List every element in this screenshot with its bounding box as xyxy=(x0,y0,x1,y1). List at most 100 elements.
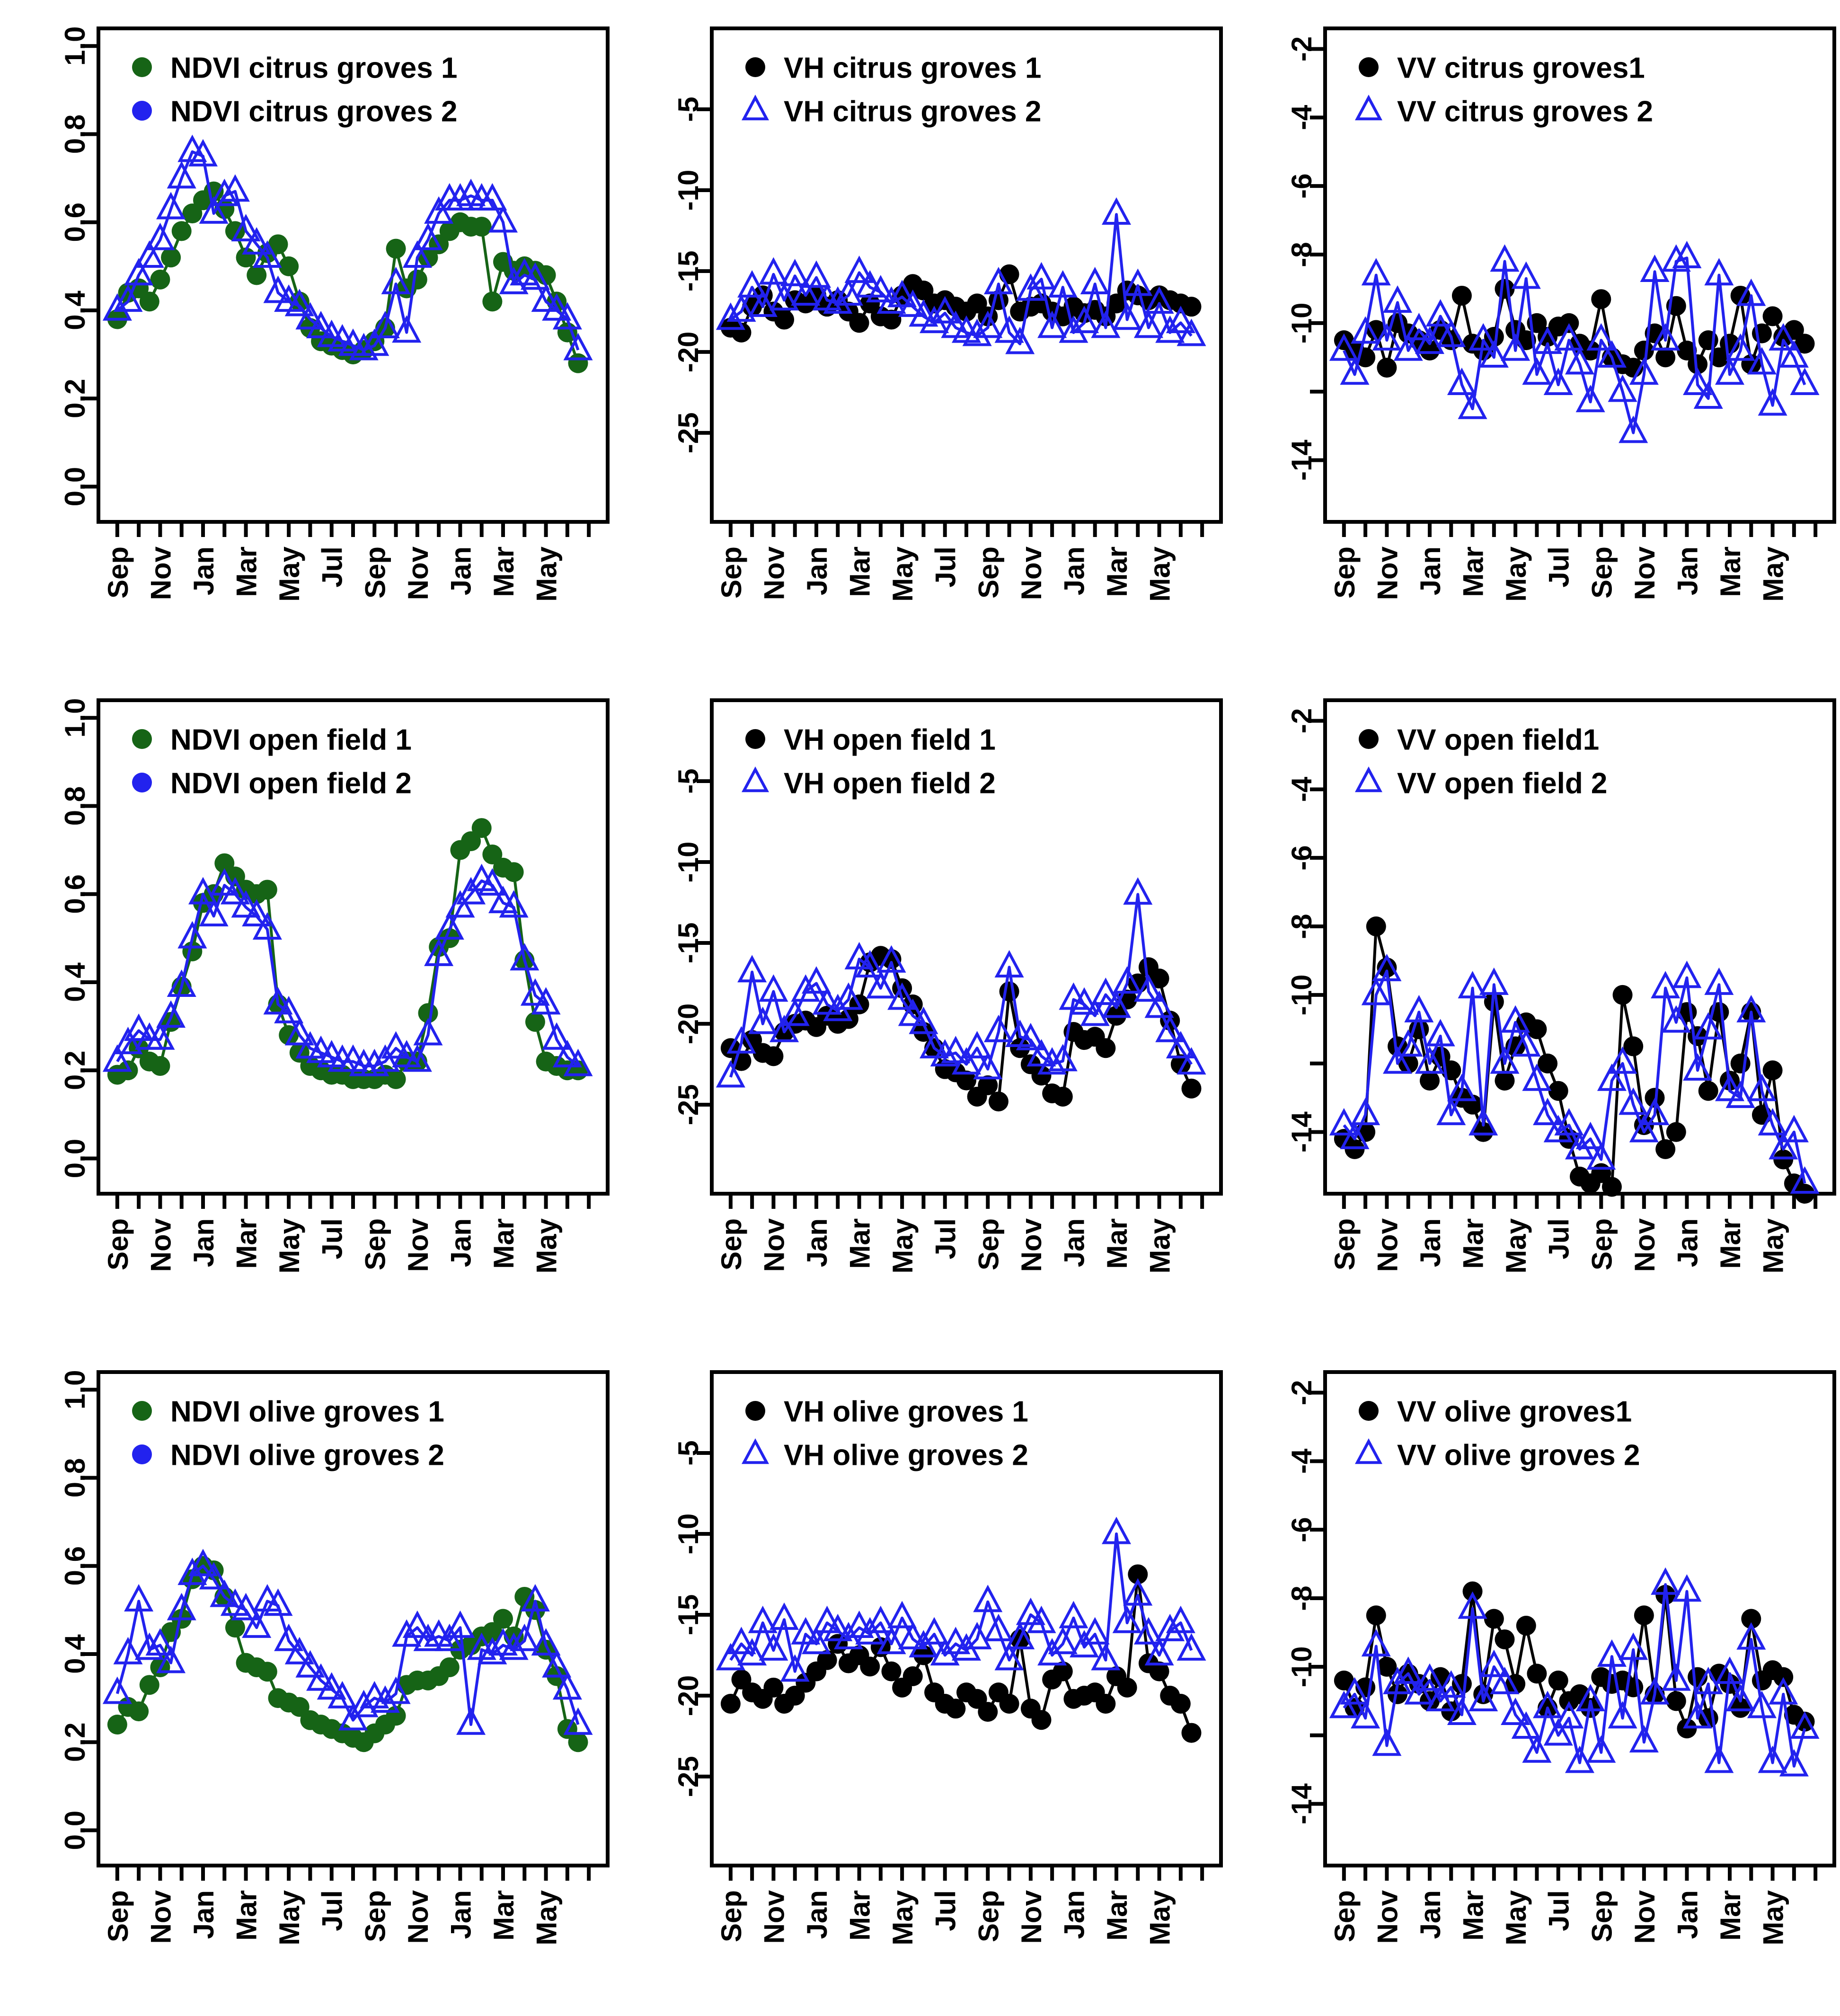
series-marker-circle xyxy=(1181,1723,1202,1743)
legend-label-1: VV olive groves1 xyxy=(1397,1395,1632,1428)
series-marker-circle xyxy=(720,1694,741,1714)
series-marker-triangle xyxy=(413,1623,443,1651)
series-marker-triangle xyxy=(898,1621,928,1649)
series-marker-triangle xyxy=(167,1593,196,1620)
series-marker-circle xyxy=(482,844,503,864)
series-marker-triangle xyxy=(1468,323,1498,351)
series-marker-triangle xyxy=(1383,285,1413,313)
series-marker-triangle xyxy=(833,278,863,306)
series-marker-triangle xyxy=(1425,299,1455,327)
series-marker-triangle xyxy=(887,1601,917,1629)
series-marker-triangle xyxy=(833,982,863,1010)
y-tick-label: -5 xyxy=(672,97,704,122)
series-marker-triangle xyxy=(220,174,250,202)
x-tick-label: Mar xyxy=(844,1218,876,1269)
y-tick-label: 0.8 xyxy=(59,786,91,826)
ndvi-open-plot: 0.0 0.2 0.4 0.6 0.8 1.0 Sep Nov Jan Mar May Jul Sep N… xyxy=(59,698,610,1274)
x-tick-label: Jan xyxy=(188,546,220,595)
series-marker-triangle xyxy=(1511,261,1541,289)
series-marker-triangle xyxy=(231,1593,261,1620)
series-marker-circle xyxy=(1666,1691,1686,1711)
x-tick-label: Mar xyxy=(844,1890,876,1941)
series-marker-circle xyxy=(568,353,588,373)
y-tick-label: -20 xyxy=(672,1004,704,1045)
x-tick-label: Jan xyxy=(445,1890,477,1939)
series-marker-triangle xyxy=(1468,1684,1498,1712)
x-tick-label: Mar xyxy=(1458,546,1489,597)
series-marker-triangle xyxy=(866,971,895,999)
series-marker-triangle xyxy=(716,302,745,330)
series-marker-triangle xyxy=(456,877,486,905)
x-tick-label: May xyxy=(531,1218,563,1273)
series-marker-triangle xyxy=(1693,1012,1723,1040)
series-marker-circle xyxy=(150,1056,170,1076)
series-marker-triangle xyxy=(145,1628,175,1656)
x-tick-label: Sep xyxy=(973,1890,1004,1942)
series-marker-triangle xyxy=(941,1627,971,1655)
x-tick-label: Jul xyxy=(930,546,962,588)
series-marker-triangle xyxy=(1501,333,1530,361)
series-marker-triangle xyxy=(1586,323,1616,351)
series-marker-triangle xyxy=(770,1602,799,1630)
series-marker-triangle xyxy=(1404,995,1434,1022)
series-marker-triangle xyxy=(392,1619,422,1647)
series-marker-circle xyxy=(1377,1656,1397,1677)
series-marker-circle xyxy=(1666,1122,1686,1142)
series-marker-triangle xyxy=(1026,1605,1056,1633)
series-marker-triangle xyxy=(1543,1115,1573,1143)
legend-label-1: VV citrus groves1 xyxy=(1397,52,1645,84)
x-tick-label: May xyxy=(1758,1890,1789,1945)
series-marker-circle xyxy=(1170,1694,1191,1714)
series-marker-triangle xyxy=(306,310,336,338)
series-marker-triangle xyxy=(199,899,229,927)
series-marker-circle xyxy=(978,1702,998,1722)
series-marker-circle xyxy=(849,313,869,333)
series-marker-circle xyxy=(289,1697,310,1717)
series-marker-circle xyxy=(471,217,492,237)
series-marker-circle xyxy=(999,981,1019,1002)
series-marker-triangle xyxy=(1351,316,1380,344)
series-marker-triangle xyxy=(726,1627,756,1655)
series-marker-triangle xyxy=(1080,998,1110,1026)
x-tick-label: Mar xyxy=(1715,546,1746,597)
series-marker-triangle xyxy=(1351,1098,1380,1126)
series-marker-circle xyxy=(129,1701,149,1722)
series-marker-triangle xyxy=(1715,1074,1745,1101)
series-marker-circle xyxy=(1451,285,1472,306)
x-tick-label: Nov xyxy=(758,546,790,600)
series-marker-triangle xyxy=(1166,306,1195,334)
panel-ndvi-olive: 0.0 0.2 0.4 0.6 0.8 1.0 Sep Nov Jan Mar May Jul Sep N… xyxy=(0,1344,613,2014)
x-tick-label: Nov xyxy=(1371,1890,1403,1944)
series-marker-triangle xyxy=(994,315,1024,343)
x-tick-label: Jan xyxy=(801,546,833,595)
series-marker-triangle xyxy=(1790,368,1820,395)
legend-label-2: NDVI open field 2 xyxy=(170,767,412,800)
series-marker-triangle xyxy=(220,877,250,905)
x-tick-label: Jan xyxy=(1672,1218,1703,1267)
x-tick-label: Sep xyxy=(1586,546,1618,599)
x-tick-label: Jul xyxy=(1543,1890,1575,1931)
series-marker-triangle xyxy=(1575,1121,1605,1149)
x-tick-label: Jul xyxy=(317,1218,348,1259)
series-marker-triangle xyxy=(113,1027,143,1055)
series-marker-triangle xyxy=(1005,1621,1035,1649)
series-marker-triangle xyxy=(317,1672,346,1700)
x-tick-label: Jul xyxy=(1543,546,1575,588)
series-marker-circle xyxy=(1053,1086,1073,1107)
x-tick-label: Jan xyxy=(801,1218,833,1267)
legend-swatch-2 xyxy=(1354,1438,1383,1464)
series-marker-triangle xyxy=(748,1006,778,1034)
series-marker-circle xyxy=(1419,1070,1440,1091)
series-marker-triangle xyxy=(876,945,906,973)
series-marker-circle xyxy=(1730,1053,1751,1074)
series-marker-circle xyxy=(1795,1184,1815,1204)
series-marker-circle xyxy=(107,1715,127,1734)
x-tick-label: Mar xyxy=(488,546,520,597)
x-tick-label: Nov xyxy=(402,1890,434,1944)
series-marker-triangle xyxy=(887,280,917,308)
x-tick-label: Jan xyxy=(1672,1890,1703,1939)
vv-open-plot: -2 -4 -6 -8 -10 -14 Sep Nov Jan Mar May Jul Sep Nov Ja… xyxy=(1286,698,1836,1274)
y-tick-label: 0.4 xyxy=(59,962,91,1002)
series-marker-circle xyxy=(514,1586,535,1607)
series-marker-triangle xyxy=(1501,1005,1530,1033)
